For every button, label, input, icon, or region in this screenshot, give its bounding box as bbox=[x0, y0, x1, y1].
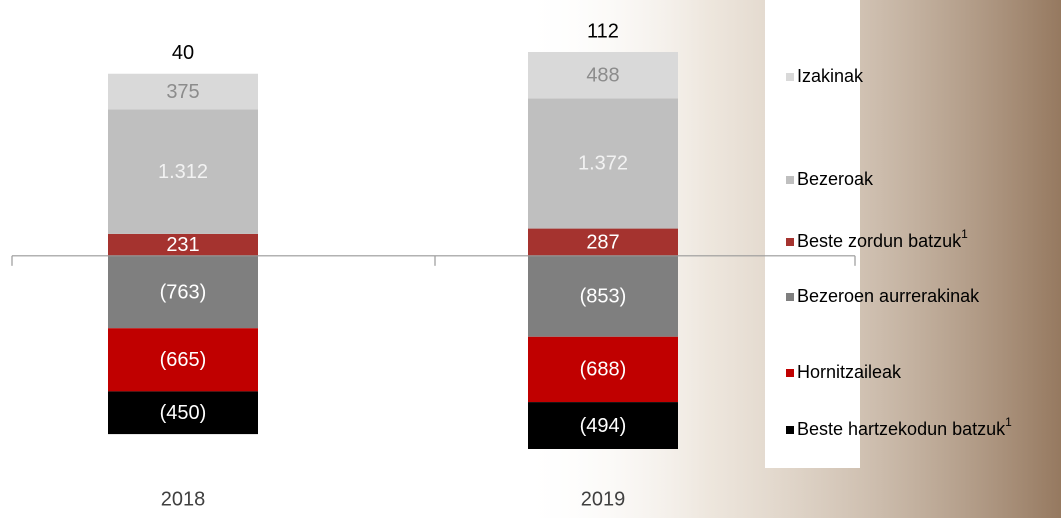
legend-label: Beste hartzekodun batzuk1 bbox=[797, 415, 1012, 439]
legend-swatch bbox=[786, 176, 794, 184]
legend-note: 1 bbox=[1005, 415, 1012, 429]
legend-swatch bbox=[786, 293, 794, 301]
legend-name: Bezeroen aurrerakinak bbox=[797, 286, 980, 306]
data-label: 231 bbox=[166, 234, 199, 256]
data-label: (494) bbox=[580, 415, 627, 437]
chart: 231 1.312 375 (763) (665) (450) 40 2018 287 1.372… bbox=[0, 0, 1061, 518]
legend-label: Bezeroen aurrerakinak bbox=[797, 286, 980, 306]
data-label: (763) bbox=[160, 281, 207, 303]
data-label: (665) bbox=[160, 349, 207, 371]
legend-label: Beste zordun batzuk1 bbox=[797, 227, 968, 251]
legend-label: Izakinak bbox=[797, 66, 864, 86]
legend-name: Hornitzaileak bbox=[797, 362, 902, 382]
data-label: 1.372 bbox=[578, 153, 628, 175]
x-tick-label: 2019 bbox=[581, 488, 626, 510]
legend-name: Bezeroak bbox=[797, 169, 874, 189]
data-label: (853) bbox=[580, 286, 627, 308]
legend-swatch bbox=[786, 426, 794, 434]
legend-name: Beste zordun batzuk bbox=[797, 231, 962, 251]
legend-swatch bbox=[786, 238, 794, 246]
data-label: 1.312 bbox=[158, 161, 208, 183]
data-label: 375 bbox=[166, 81, 199, 103]
legend-name: Izakinak bbox=[797, 66, 864, 86]
legend-note: 1 bbox=[961, 227, 968, 241]
x-tick-label: 2018 bbox=[161, 488, 206, 510]
data-label: 488 bbox=[586, 64, 619, 86]
legend-label: Hornitzaileak bbox=[797, 362, 902, 382]
data-label: 287 bbox=[586, 231, 619, 253]
total-label: 40 bbox=[172, 42, 194, 64]
data-label: (688) bbox=[580, 359, 627, 381]
legend-name: Beste hartzekodun batzuk bbox=[797, 419, 1006, 439]
total-label: 112 bbox=[587, 20, 619, 42]
legend-swatch bbox=[786, 73, 794, 81]
data-label: (450) bbox=[160, 402, 207, 424]
legend-swatch bbox=[786, 369, 794, 377]
legend-label: Bezeroak bbox=[797, 169, 874, 189]
